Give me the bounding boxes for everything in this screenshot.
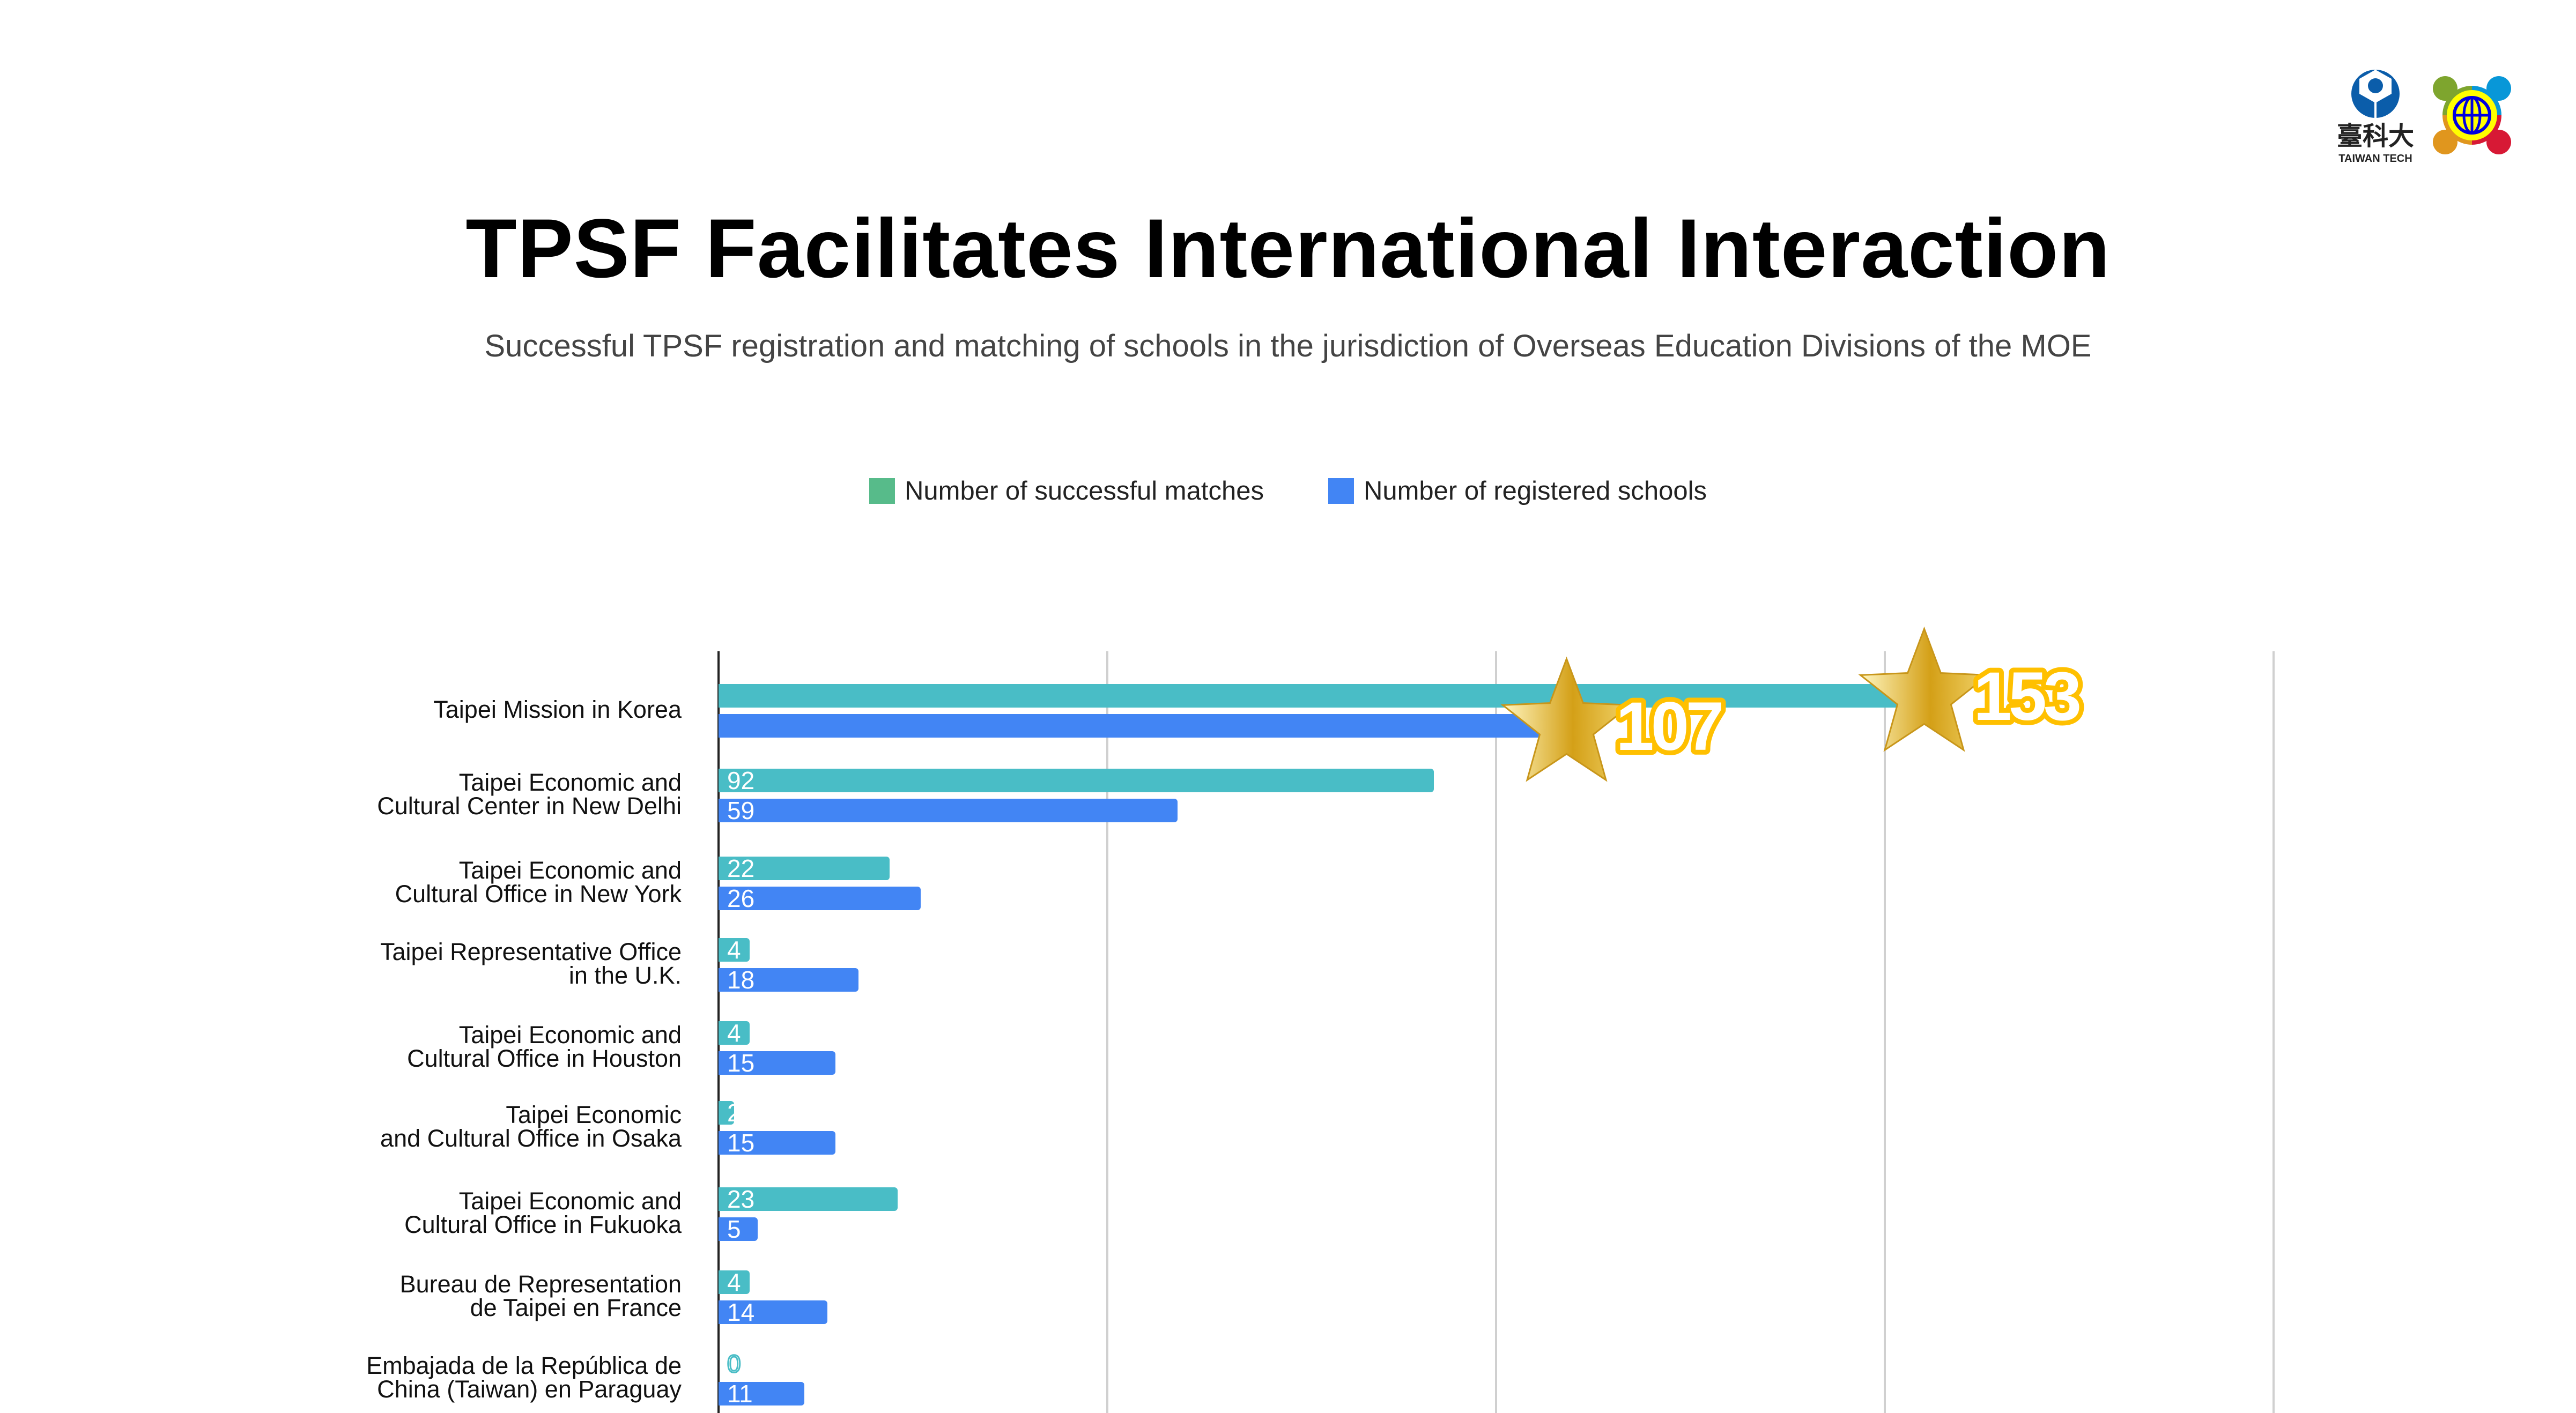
bar-registered	[719, 1300, 827, 1324]
bar-matches	[719, 1021, 750, 1045]
tpsf-logo	[2433, 76, 2511, 154]
bar-matches	[719, 1187, 898, 1211]
bar-registered	[719, 968, 858, 992]
bar-registered	[719, 1051, 835, 1075]
category-label: Embajada de la República de China (Taiwa…	[366, 1352, 682, 1403]
bar-registered	[719, 887, 921, 910]
legend-item-matches: Number of successful matches	[869, 476, 1264, 506]
taiwan-tech-logo: 臺科大 TAIWAN TECH	[2337, 70, 2414, 165]
category-label: Taipei Economic and Cultural Center in N…	[377, 769, 682, 820]
legend: Number of successful matches Number of r…	[0, 476, 2576, 506]
bar-matches	[719, 1101, 734, 1125]
category-label: Taipei Economic and Cultural Office in N…	[395, 857, 682, 908]
value-label-matches: 92	[727, 767, 755, 794]
bar-matches	[719, 769, 1434, 792]
value-label-registered: 18	[727, 966, 755, 994]
chart-subtitle: Successful TPSF registration and matchin…	[484, 329, 2092, 363]
bar-registered	[719, 1217, 758, 1241]
value-label-registered: 14	[727, 1298, 755, 1326]
star-icon	[1500, 656, 1633, 782]
bar-registered	[719, 714, 1551, 738]
legend-label-registered: Number of registered schools	[1363, 477, 1707, 505]
legend-item-registered: Number of registered schools	[1328, 476, 1707, 506]
category-label: Taipei Mission in Korea	[433, 696, 682, 723]
gridline	[1884, 651, 1886, 1413]
value-label-matches: 0	[727, 1350, 742, 1378]
logo-text-cn: 臺科大	[2337, 122, 2414, 151]
gridline	[1495, 651, 1497, 1413]
value-label-matches: 23	[727, 1185, 755, 1213]
bar-registered	[719, 799, 1178, 822]
category-label: Taipei Economic and Cultural Office in F…	[404, 1187, 682, 1238]
value-label-matches: 2	[727, 1099, 741, 1127]
category-label: Taipei Economic and Cultural Office in O…	[380, 1101, 682, 1152]
value-label-matches: 22	[727, 854, 755, 882]
star-icon	[1858, 626, 1990, 752]
legend-label-matches: Number of successful matches	[905, 477, 1264, 505]
value-label-registered: 26	[727, 884, 755, 912]
category-label: Bureau de Representation de Taipei en Fr…	[399, 1270, 682, 1321]
bar-matches	[719, 938, 750, 962]
highlight-label-matches: 153	[1974, 658, 2079, 735]
bar-registered	[719, 1131, 835, 1155]
highlight-label-registered: 107	[1616, 688, 1721, 765]
category-label: Taipei Economic and Cultural Office in H…	[407, 1021, 682, 1072]
value-label-registered: 11	[727, 1380, 753, 1408]
bar-matches	[719, 857, 890, 880]
value-label-matches: 4	[727, 1268, 741, 1296]
legend-swatch-matches	[869, 478, 895, 504]
value-label-matches: 4	[727, 1019, 741, 1047]
legend-swatch-registered	[1328, 478, 1354, 504]
value-label-registered: 59	[727, 797, 755, 824]
value-label-registered: 15	[727, 1049, 755, 1077]
value-label-registered: 15	[727, 1129, 755, 1157]
gridline	[1106, 651, 1108, 1413]
value-label-matches: 4	[727, 936, 741, 964]
bar-matches	[719, 1270, 750, 1294]
logo-text-en: TAIWAN TECH	[2338, 153, 2412, 165]
value-label-registered: 5	[727, 1215, 741, 1243]
bar-registered	[719, 1382, 804, 1405]
gridline	[2272, 651, 2275, 1413]
category-label: Taipei Representative Office in the U.K.	[380, 938, 682, 989]
bar-matches	[719, 684, 1908, 708]
chart-title: TPSF Facilitates International Interacti…	[465, 202, 2111, 295]
